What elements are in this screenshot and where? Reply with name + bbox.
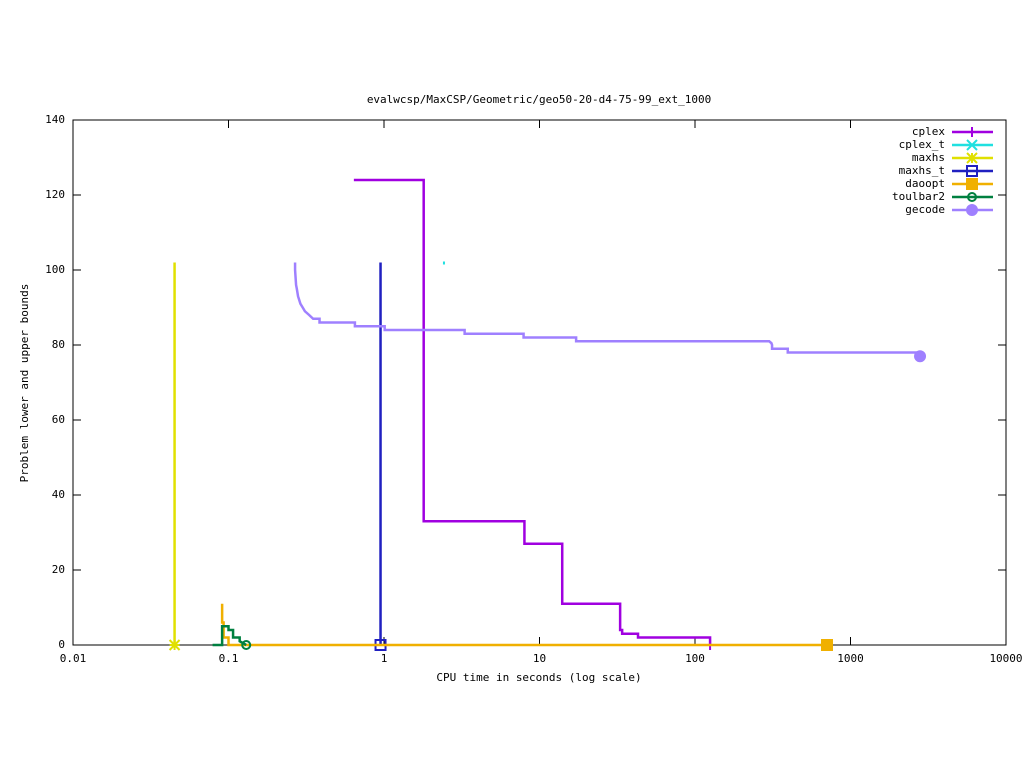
marker <box>966 139 978 151</box>
legend-label: maxhs_t <box>899 164 945 177</box>
marker <box>966 152 978 164</box>
chart-title: evalwcsp/MaxCSP/Geometric/geo50-20-d4-75… <box>367 93 711 106</box>
legend-label: daoopt <box>905 177 945 190</box>
x-axis-label: CPU time in seconds (log scale) <box>436 671 641 684</box>
legend-label: cplex <box>912 125 945 138</box>
marker <box>168 639 181 651</box>
legend-label: maxhs <box>912 151 945 164</box>
y-tick-label: 140 <box>45 113 65 126</box>
marker <box>967 192 977 202</box>
x-tick-label: 1 <box>381 652 388 665</box>
y-tick-label: 0 <box>58 638 65 651</box>
x-tick-label: 1000 <box>837 652 864 665</box>
x-tick-label: 10000 <box>989 652 1022 665</box>
series-point <box>442 261 445 265</box>
y-tick-label: 40 <box>52 488 65 501</box>
series-line <box>353 178 712 645</box>
series-line <box>212 625 247 647</box>
marker <box>967 127 977 137</box>
series-line <box>293 262 922 357</box>
y-tick-label: 100 <box>45 263 65 276</box>
marker <box>966 204 978 216</box>
y-tick-label: 20 <box>52 563 65 576</box>
y-tick-label: 60 <box>52 413 65 426</box>
y-tick-label: 120 <box>45 188 65 201</box>
marker <box>241 640 252 650</box>
x-tick-label: 0.1 <box>219 652 239 665</box>
x-tick-label: 0.01 <box>60 652 87 665</box>
marker <box>820 639 833 651</box>
legend-label: gecode <box>905 203 945 216</box>
marker <box>966 165 978 177</box>
y-tick-label: 80 <box>52 338 65 351</box>
marker <box>966 178 978 190</box>
legend-label: toulbar2 <box>892 190 945 203</box>
y-axis-label: Problem lower and upper bounds <box>18 284 31 483</box>
marker <box>914 350 927 363</box>
legend-label: cplex_t <box>899 138 945 151</box>
series-line <box>220 603 827 647</box>
x-tick-label: 10 <box>533 652 546 665</box>
x-tick-label: 100 <box>685 652 705 665</box>
